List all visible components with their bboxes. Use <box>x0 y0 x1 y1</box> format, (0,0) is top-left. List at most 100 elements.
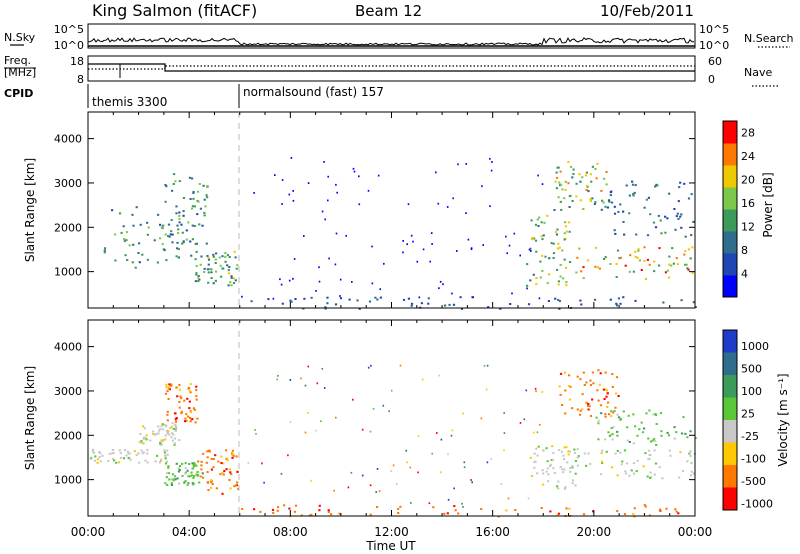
range-cell <box>292 199 295 202</box>
range-cell <box>554 230 558 233</box>
range-cell <box>465 212 467 214</box>
range-cell <box>557 280 560 283</box>
range-cell <box>173 442 176 445</box>
range-cell <box>145 434 148 437</box>
range-cell <box>205 461 208 464</box>
range-cell <box>470 247 473 250</box>
range-cell <box>166 410 169 413</box>
range-cell <box>567 450 570 453</box>
freq-tick-bottom: 8 <box>77 73 84 86</box>
range-cell <box>541 238 544 241</box>
range-cell <box>535 277 538 279</box>
range-cell <box>438 374 441 377</box>
range-cell <box>152 430 155 433</box>
range-cell <box>187 221 190 224</box>
range-cell <box>643 206 646 209</box>
range-cell <box>219 473 222 476</box>
power-ylabel: Slant Range [km] <box>23 158 37 262</box>
range-cell <box>111 209 114 212</box>
range-cell <box>625 184 628 187</box>
range-cell <box>677 217 680 220</box>
range-cell <box>272 511 275 514</box>
range-cell <box>159 443 162 446</box>
range-cell <box>412 240 414 243</box>
range-cell <box>549 463 552 466</box>
range-cell <box>200 464 203 467</box>
range-cell <box>541 270 544 272</box>
range-cell <box>165 185 168 188</box>
range-cell <box>563 232 566 235</box>
range-cell <box>139 433 142 435</box>
range-cell <box>558 300 561 303</box>
range-cell <box>178 401 181 403</box>
range-cell <box>146 452 149 455</box>
range-cell <box>178 439 181 442</box>
velocity-colorbar: 1000 500 100 25 -25 -100 -500 -1000 <box>722 329 773 511</box>
range-cell <box>417 435 420 438</box>
range-cell <box>224 252 227 254</box>
range-cell <box>638 259 641 262</box>
range-cell <box>410 502 412 504</box>
range-cell <box>603 258 606 260</box>
range-cell <box>582 513 586 516</box>
range-cell <box>195 385 198 388</box>
range-cell <box>618 257 621 260</box>
range-cell <box>188 400 191 403</box>
nsky-tick-top: 10^5 <box>54 23 84 36</box>
range-cell <box>462 506 464 508</box>
cpid-label: CPID <box>4 87 33 100</box>
range-cell <box>640 421 643 424</box>
range-cell <box>565 507 568 510</box>
range-cell <box>668 449 671 452</box>
range-cell <box>596 266 599 269</box>
range-cell <box>558 181 561 184</box>
range-cell <box>687 248 690 251</box>
range-cell <box>289 421 292 424</box>
range-cell <box>587 259 590 262</box>
range-cell <box>199 263 202 266</box>
range-cell <box>188 176 192 179</box>
range-cell <box>503 449 505 452</box>
range-cell <box>447 498 450 501</box>
range-cell <box>146 233 149 236</box>
range-cell <box>280 283 283 286</box>
range-cell <box>195 398 198 401</box>
range-cell <box>559 393 562 396</box>
range-cell <box>303 297 306 300</box>
range-cell <box>557 480 560 483</box>
range-cell <box>563 468 566 471</box>
range-cell <box>649 454 652 456</box>
nave-label: Nave <box>744 66 772 79</box>
range-cell <box>557 166 560 169</box>
range-cell <box>633 507 636 510</box>
range-cell <box>183 481 186 484</box>
range-cell <box>133 450 136 453</box>
range-cell <box>431 452 433 455</box>
range-cell <box>592 510 595 513</box>
velocity-panel: 4000 3000 2000 1000 Slant Range [km] 1000 50… <box>23 112 790 553</box>
range-cell <box>624 472 628 475</box>
range-cell <box>174 423 177 426</box>
range-cell <box>200 468 203 471</box>
colorbar-segment <box>723 442 737 466</box>
range-cell <box>92 448 95 451</box>
range-cell <box>559 183 563 186</box>
range-cell <box>231 456 234 459</box>
range-cell <box>644 452 647 455</box>
range-cell <box>555 176 559 179</box>
range-cell <box>138 461 141 464</box>
range-cell <box>579 180 582 183</box>
range-cell <box>603 398 606 400</box>
range-cell <box>96 461 99 464</box>
colorbar-segment <box>723 352 737 376</box>
range-cell <box>162 439 165 442</box>
range-cell <box>578 247 581 250</box>
colorbar-segment <box>723 187 737 210</box>
range-cell <box>612 411 615 414</box>
range-cell <box>197 460 200 463</box>
range-cell <box>536 431 539 434</box>
range-cell <box>645 412 648 415</box>
range-cell <box>645 198 648 201</box>
range-cell <box>611 373 614 376</box>
range-cell <box>170 436 173 439</box>
